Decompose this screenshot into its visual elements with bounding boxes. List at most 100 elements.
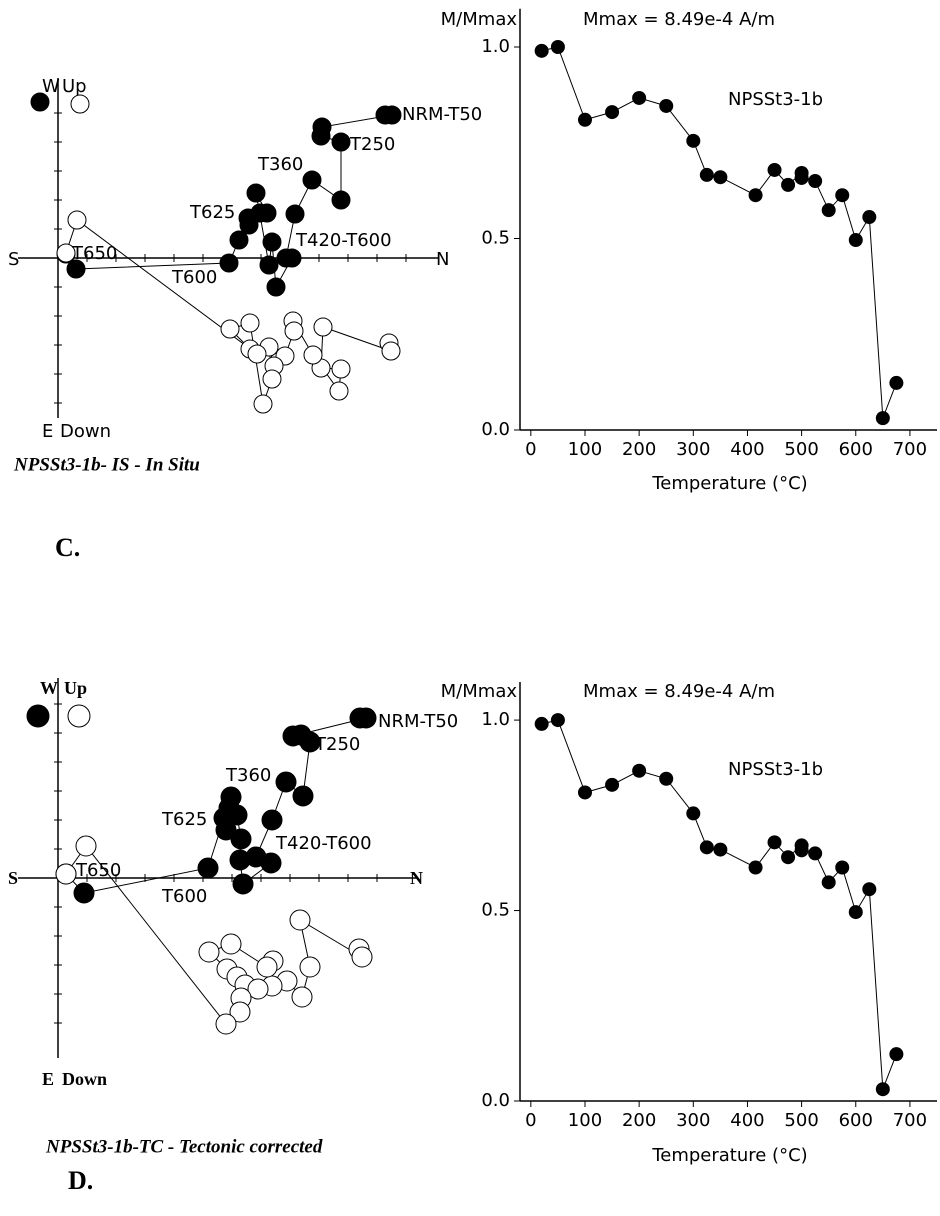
data-point: [382, 105, 402, 125]
data-point: [331, 359, 351, 379]
data-point: [219, 253, 239, 273]
y-tick-label: 1.0: [481, 36, 510, 57]
axis-label: Down: [62, 1069, 107, 1089]
data-point: [275, 771, 297, 793]
caption: NPSSt3-1b- IS - In Situ: [13, 454, 200, 475]
y-tick-label: 0.0: [481, 419, 510, 440]
data-point: [232, 873, 254, 895]
panel-label: C.: [55, 533, 80, 562]
data-point: [262, 232, 282, 252]
x-tick-label: 100: [568, 1110, 602, 1131]
step-label: NRM-T50: [402, 104, 482, 125]
step-label: T360: [257, 154, 303, 175]
symbol-key: [70, 94, 90, 114]
axis-label: W: [42, 76, 60, 97]
step-label: T650: [71, 243, 117, 264]
data-point: [699, 167, 714, 182]
axis-label: E: [42, 421, 53, 442]
symbol-key: [67, 704, 91, 728]
data-point: [247, 978, 269, 1000]
data-point: [331, 132, 351, 152]
axis-label: Down: [60, 421, 111, 442]
step-label: NRM-T50: [378, 711, 458, 732]
data-point: [253, 394, 273, 414]
x-tick-label: 500: [784, 1110, 818, 1131]
step-label: T600: [171, 267, 217, 288]
data-point: [256, 956, 278, 978]
step-label: T625: [161, 809, 207, 830]
annotation: NPSSt3-1b: [728, 759, 823, 780]
data-point: [313, 317, 333, 337]
data-point: [246, 183, 266, 203]
data-point: [794, 843, 809, 858]
axis-label: N: [410, 868, 423, 888]
data-point: [835, 860, 850, 875]
data-point: [862, 882, 877, 897]
step-label: T420-T600: [275, 833, 372, 854]
data-point: [659, 771, 674, 786]
data-point: [767, 835, 782, 850]
y-tick-label: 1.0: [481, 709, 510, 730]
data-point: [889, 375, 904, 390]
data-point: [303, 345, 323, 365]
step-label: T650: [75, 860, 121, 881]
data-point: [299, 731, 321, 753]
x-tick-label: 700: [893, 439, 927, 460]
axis-label: E: [42, 1069, 54, 1089]
step-label: T600: [161, 886, 207, 907]
data-point: [331, 190, 351, 210]
axis-label: S: [8, 249, 19, 270]
data-point: [605, 105, 620, 120]
data-point: [713, 842, 728, 857]
x-axis-label: Temperature (°C): [651, 1145, 807, 1166]
data-point: [198, 941, 220, 963]
data-point: [534, 43, 549, 58]
x-tick-label: 300: [676, 1110, 710, 1131]
data-point: [259, 255, 279, 275]
x-tick-label: 400: [730, 439, 764, 460]
data-point: [261, 809, 283, 831]
y-tick-label: 0.5: [481, 900, 510, 921]
data-point: [699, 840, 714, 855]
symbol-key: [26, 704, 50, 728]
annotation: Mmax = 8.49e-4 A/m: [583, 681, 775, 702]
x-tick-label: 500: [784, 439, 818, 460]
panel-label: D.: [68, 1166, 93, 1195]
data-point: [686, 133, 701, 148]
data-point: [291, 986, 313, 1008]
data-point: [302, 170, 322, 190]
step-label: T250: [349, 134, 395, 155]
x-tick-label: 400: [730, 1110, 764, 1131]
data-point: [889, 1047, 904, 1062]
x-tick-label: 700: [893, 1110, 927, 1131]
data-point: [266, 277, 286, 297]
data-point: [821, 203, 836, 218]
data-line: [541, 719, 897, 1090]
annotation: NPSSt3-1b: [728, 89, 823, 110]
x-tick-label: 0: [525, 439, 536, 460]
data-point: [215, 1013, 237, 1035]
step-label: T420-T600: [295, 230, 392, 251]
data-point: [875, 1082, 890, 1097]
data-point: [821, 875, 836, 890]
data-point: [355, 707, 377, 729]
data-point: [247, 344, 267, 364]
data-point: [289, 909, 311, 931]
data-point: [329, 381, 349, 401]
data-point: [577, 785, 592, 800]
data-point: [781, 177, 796, 192]
x-tick-label: 0: [525, 1110, 536, 1131]
data-point: [55, 863, 77, 885]
data-point: [781, 850, 796, 865]
data-point: [240, 313, 260, 333]
data-point: [550, 713, 565, 728]
data-point: [534, 716, 549, 731]
x-tick-label: 600: [839, 1110, 873, 1131]
step-label: T360: [225, 765, 271, 786]
data-point: [686, 806, 701, 821]
y-tick-label: 0.0: [481, 1090, 510, 1111]
data-point: [56, 243, 76, 263]
y-axis-label: M/Mmax: [441, 681, 518, 702]
data-point: [311, 126, 331, 146]
